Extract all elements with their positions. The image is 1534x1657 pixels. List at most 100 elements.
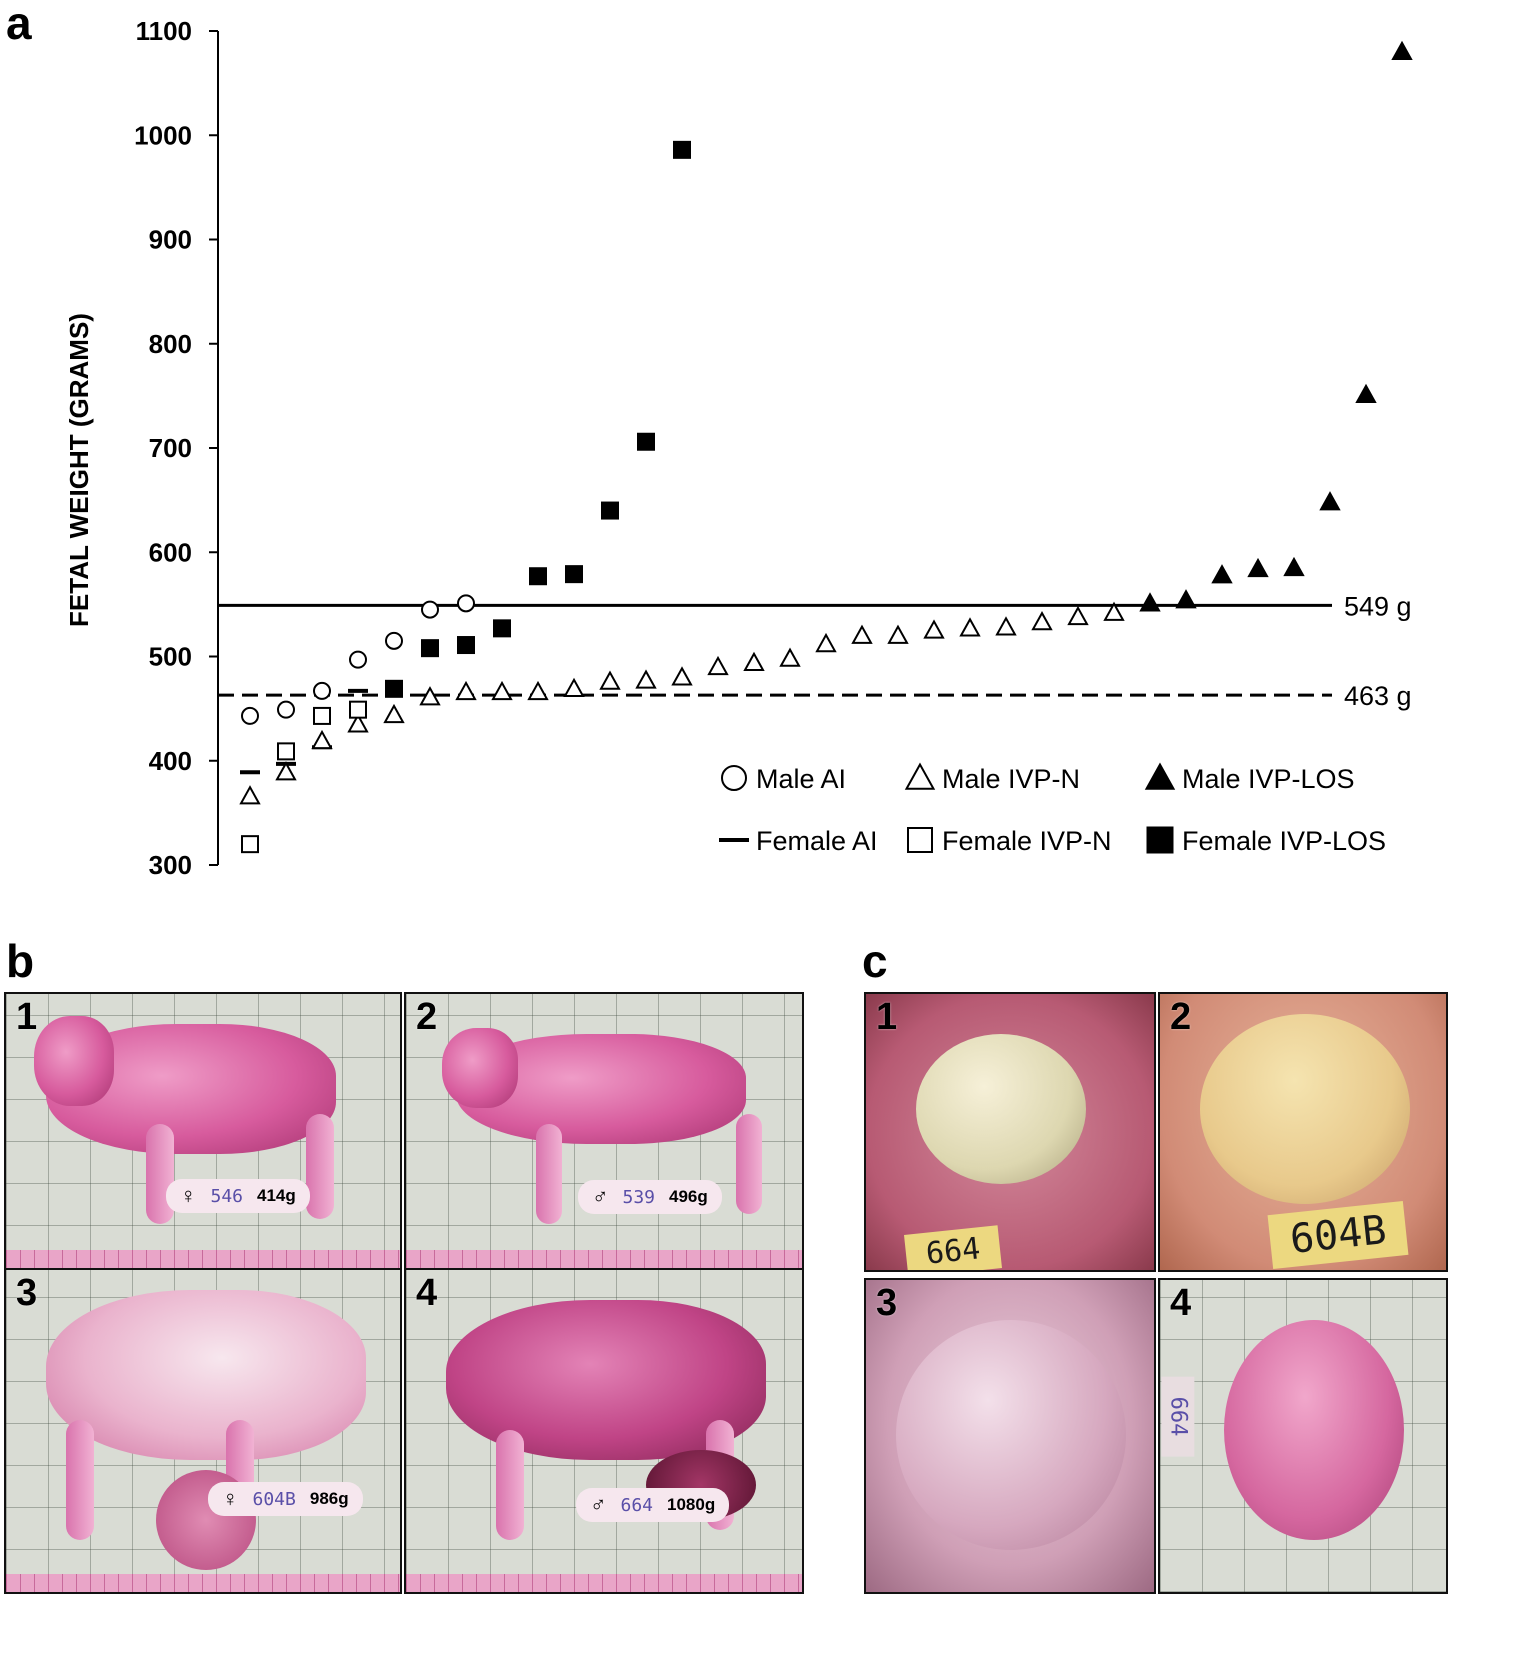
legend-label-male-ivp-n: Male IVP-N [942,764,1080,794]
photo-number: 2 [1170,996,1192,1038]
point-female-ivp-los [493,619,511,638]
photo-number: 1 [16,996,38,1038]
specimen-tag: ♀ 546 414g [166,1179,310,1213]
point-male-ivp-los [1211,564,1233,584]
point-male-ivp-n [311,729,333,750]
legend-marker-male-ivp-n [904,762,936,790]
photo-b2: ♂ 539 496g 2 [404,992,804,1270]
point-female-ivp-los [529,567,547,586]
point-male-ivp-n [419,686,441,706]
point-male-ivp-n [383,703,405,724]
point-female-ivp-los [385,679,403,698]
organ-mass [1200,1014,1410,1204]
sex-symbol: ♂ [590,1492,607,1517]
point-female-ivp-los [601,501,619,520]
point-female-ivp-n [241,835,259,854]
organ-mass [896,1320,1126,1550]
y-axis-label: FETAL WEIGHT (GRAMS) [64,313,94,627]
point-male-ivp-n [275,761,297,781]
point-male-ivp-n [707,655,729,676]
point-male-ivp-los [1175,589,1197,609]
legend-label-female-ai: Female AI [756,826,878,856]
point-female-ivp-n [277,742,295,761]
panel-a-label: a [6,0,32,49]
photo-number: 2 [416,996,438,1038]
photo-number: 3 [16,1272,38,1314]
point-male-ivp-n [815,632,837,653]
sex-symbol: ♀ [180,1183,197,1208]
point-male-ivp-n [563,677,585,698]
point-male-ivp-n [995,616,1017,636]
point-male-ai [241,706,259,725]
specimen-label: 604B [1267,1201,1409,1269]
point-male-ivp-los [1391,40,1413,61]
y-tick-label: 700 [149,433,192,463]
legend-label-female-ivp-n: Female IVP-N [942,826,1112,856]
fetus-leg [736,1114,762,1214]
point-male-ivp-los [1247,557,1269,578]
photo-c2: 604B 2 [1158,992,1448,1272]
legend-label-female-ivp-los: Female IVP-LOS [1182,826,1386,856]
specimen-id: 539 [622,1186,656,1208]
ruler [406,1574,802,1592]
fetus-head [34,1016,114,1106]
specimen-label: 664 [1161,1376,1195,1457]
specimen-weight: 1080g [667,1495,716,1514]
legend-marker-male-ai [721,765,747,791]
point-male-ai [313,681,331,700]
point-male-ivp-n [959,617,981,637]
fetus-body [46,1290,366,1460]
ruler [406,1250,802,1268]
fetus-leg [496,1430,524,1540]
ruler [6,1574,400,1592]
legend: Male AI Male IVP-N Male IVP-LOS Female AI Fe… [719,762,1386,856]
point-male-ivp-los [1319,491,1341,511]
point-male-ivp-n [1067,605,1089,626]
reference-label-549: 549 g [1344,591,1412,621]
y-tick-label: 1100 [136,16,192,46]
specimen-weight: 496g [669,1187,708,1206]
fetus-leg [306,1114,334,1219]
point-female-ivp-los [457,636,475,655]
point-male-ai [421,600,439,619]
point-female-ivp-los [421,639,439,658]
photo-b1: ♀ 546 414g 1 [4,992,402,1270]
specimen-id: 604B [252,1488,296,1510]
y-tick-label: 400 [149,746,192,776]
specimen-id: 664 [620,1494,654,1516]
specimen-weight: 986g [309,1489,349,1508]
point-male-ivp-n [743,651,765,671]
reference-label-463: 463 g [1344,681,1412,711]
legend-marker-female-ivp-los [1146,826,1174,854]
fetus-leg [66,1420,94,1540]
point-female-ivp-n [313,706,331,725]
photo-number: 4 [1170,1282,1192,1324]
point-male-ivp-n [1031,611,1053,631]
point-male-ivp-n [599,670,621,690]
legend-label-male-ai: Male AI [756,764,846,794]
legend-marker-male-ivp-los [1144,762,1176,790]
point-female-ivp-los [565,565,583,584]
point-male-ivp-los [1355,383,1377,404]
point-male-ivp-n [455,680,477,701]
specimen-tag: ♀ 604B 986g [208,1482,363,1516]
point-male-ai [349,650,367,669]
point-male-ai [457,594,475,613]
point-male-ivp-n [491,680,513,701]
point-male-ivp-n [635,669,657,689]
photo-number: 3 [876,1282,898,1324]
photo-number: 1 [876,996,898,1038]
photo-c3: 3 [864,1278,1156,1594]
panel-b-label: b [6,935,35,987]
photo-c4: 664 4 [1158,1278,1448,1594]
legend-marker-female-ivp-n [907,827,933,853]
y-tick-label: 300 [149,850,192,880]
legend-label-male-ivp-los: Male IVP-LOS [1182,764,1355,794]
specimen-weight: 414g [257,1186,296,1205]
point-male-ai [277,700,295,719]
photo-b3: ♀ 604B 986g 3 [4,1268,402,1594]
specimen-tag: ♂ 539 496g [578,1180,722,1214]
point-male-ivp-los [1139,592,1161,612]
fetus-leg [146,1124,174,1224]
point-female-ivp-n [349,700,367,719]
